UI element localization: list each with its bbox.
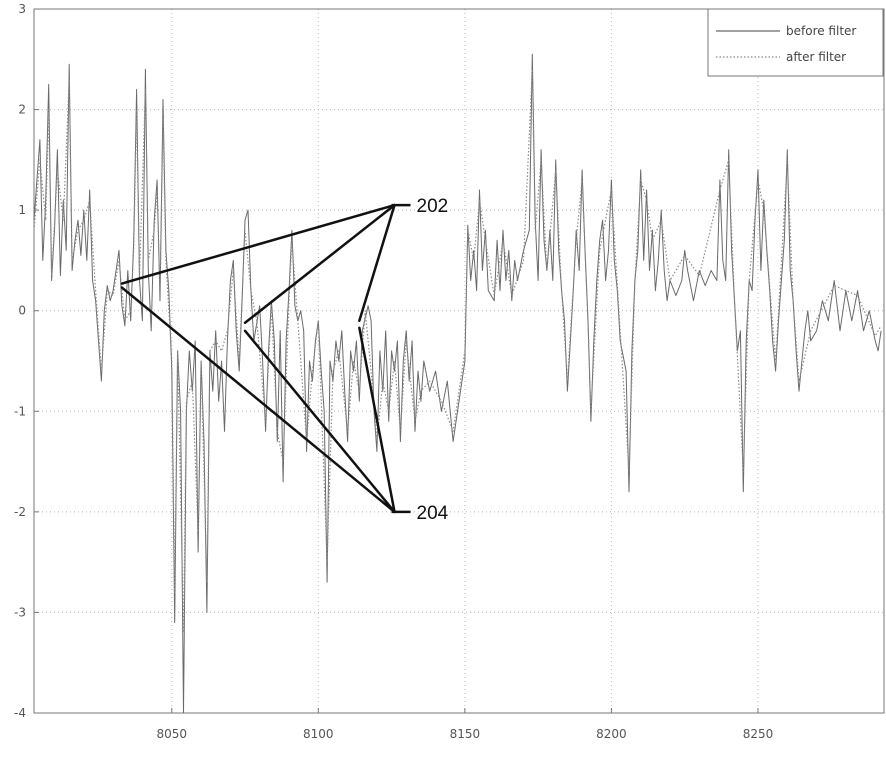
y-tick-label: -1 <box>14 404 26 418</box>
series-line-before-filter <box>34 54 881 713</box>
y-tick-label: 1 <box>18 203 26 217</box>
series-line-after-filter <box>34 69 881 632</box>
series-group <box>34 54 881 713</box>
x-tick-label: 8250 <box>743 727 774 741</box>
y-tick-label: -3 <box>14 605 26 619</box>
y-tick-label: -2 <box>14 505 26 519</box>
callout-leader-line <box>359 205 394 321</box>
y-tick-label: 3 <box>18 2 26 16</box>
legend-box <box>708 9 883 76</box>
callout-leader-line <box>122 288 395 512</box>
tick-labels: 8050 8100 8150 8200 8250 -4 -3 -2 -1 0 1 2 3 <box>14 2 773 741</box>
x-tick-label: 8150 <box>450 727 481 741</box>
legend-label-before-filter: before filter <box>786 24 856 38</box>
legend: before filter after filter <box>708 9 883 76</box>
x-tick-label: 8050 <box>156 727 187 741</box>
callout-label: 204 <box>417 503 449 524</box>
y-tick-label: 0 <box>18 304 26 318</box>
legend-label-after-filter: after filter <box>786 50 846 64</box>
plot-area-frame <box>34 9 884 713</box>
callout-leader-line <box>245 205 394 323</box>
y-tick-label: 2 <box>18 103 26 117</box>
callout-label: 202 <box>417 196 449 217</box>
x-tick-label: 8200 <box>596 727 627 741</box>
x-tick-label: 8100 <box>303 727 334 741</box>
y-tick-label: -4 <box>14 706 26 720</box>
grid <box>34 9 884 713</box>
callout-leader-line <box>122 205 395 283</box>
